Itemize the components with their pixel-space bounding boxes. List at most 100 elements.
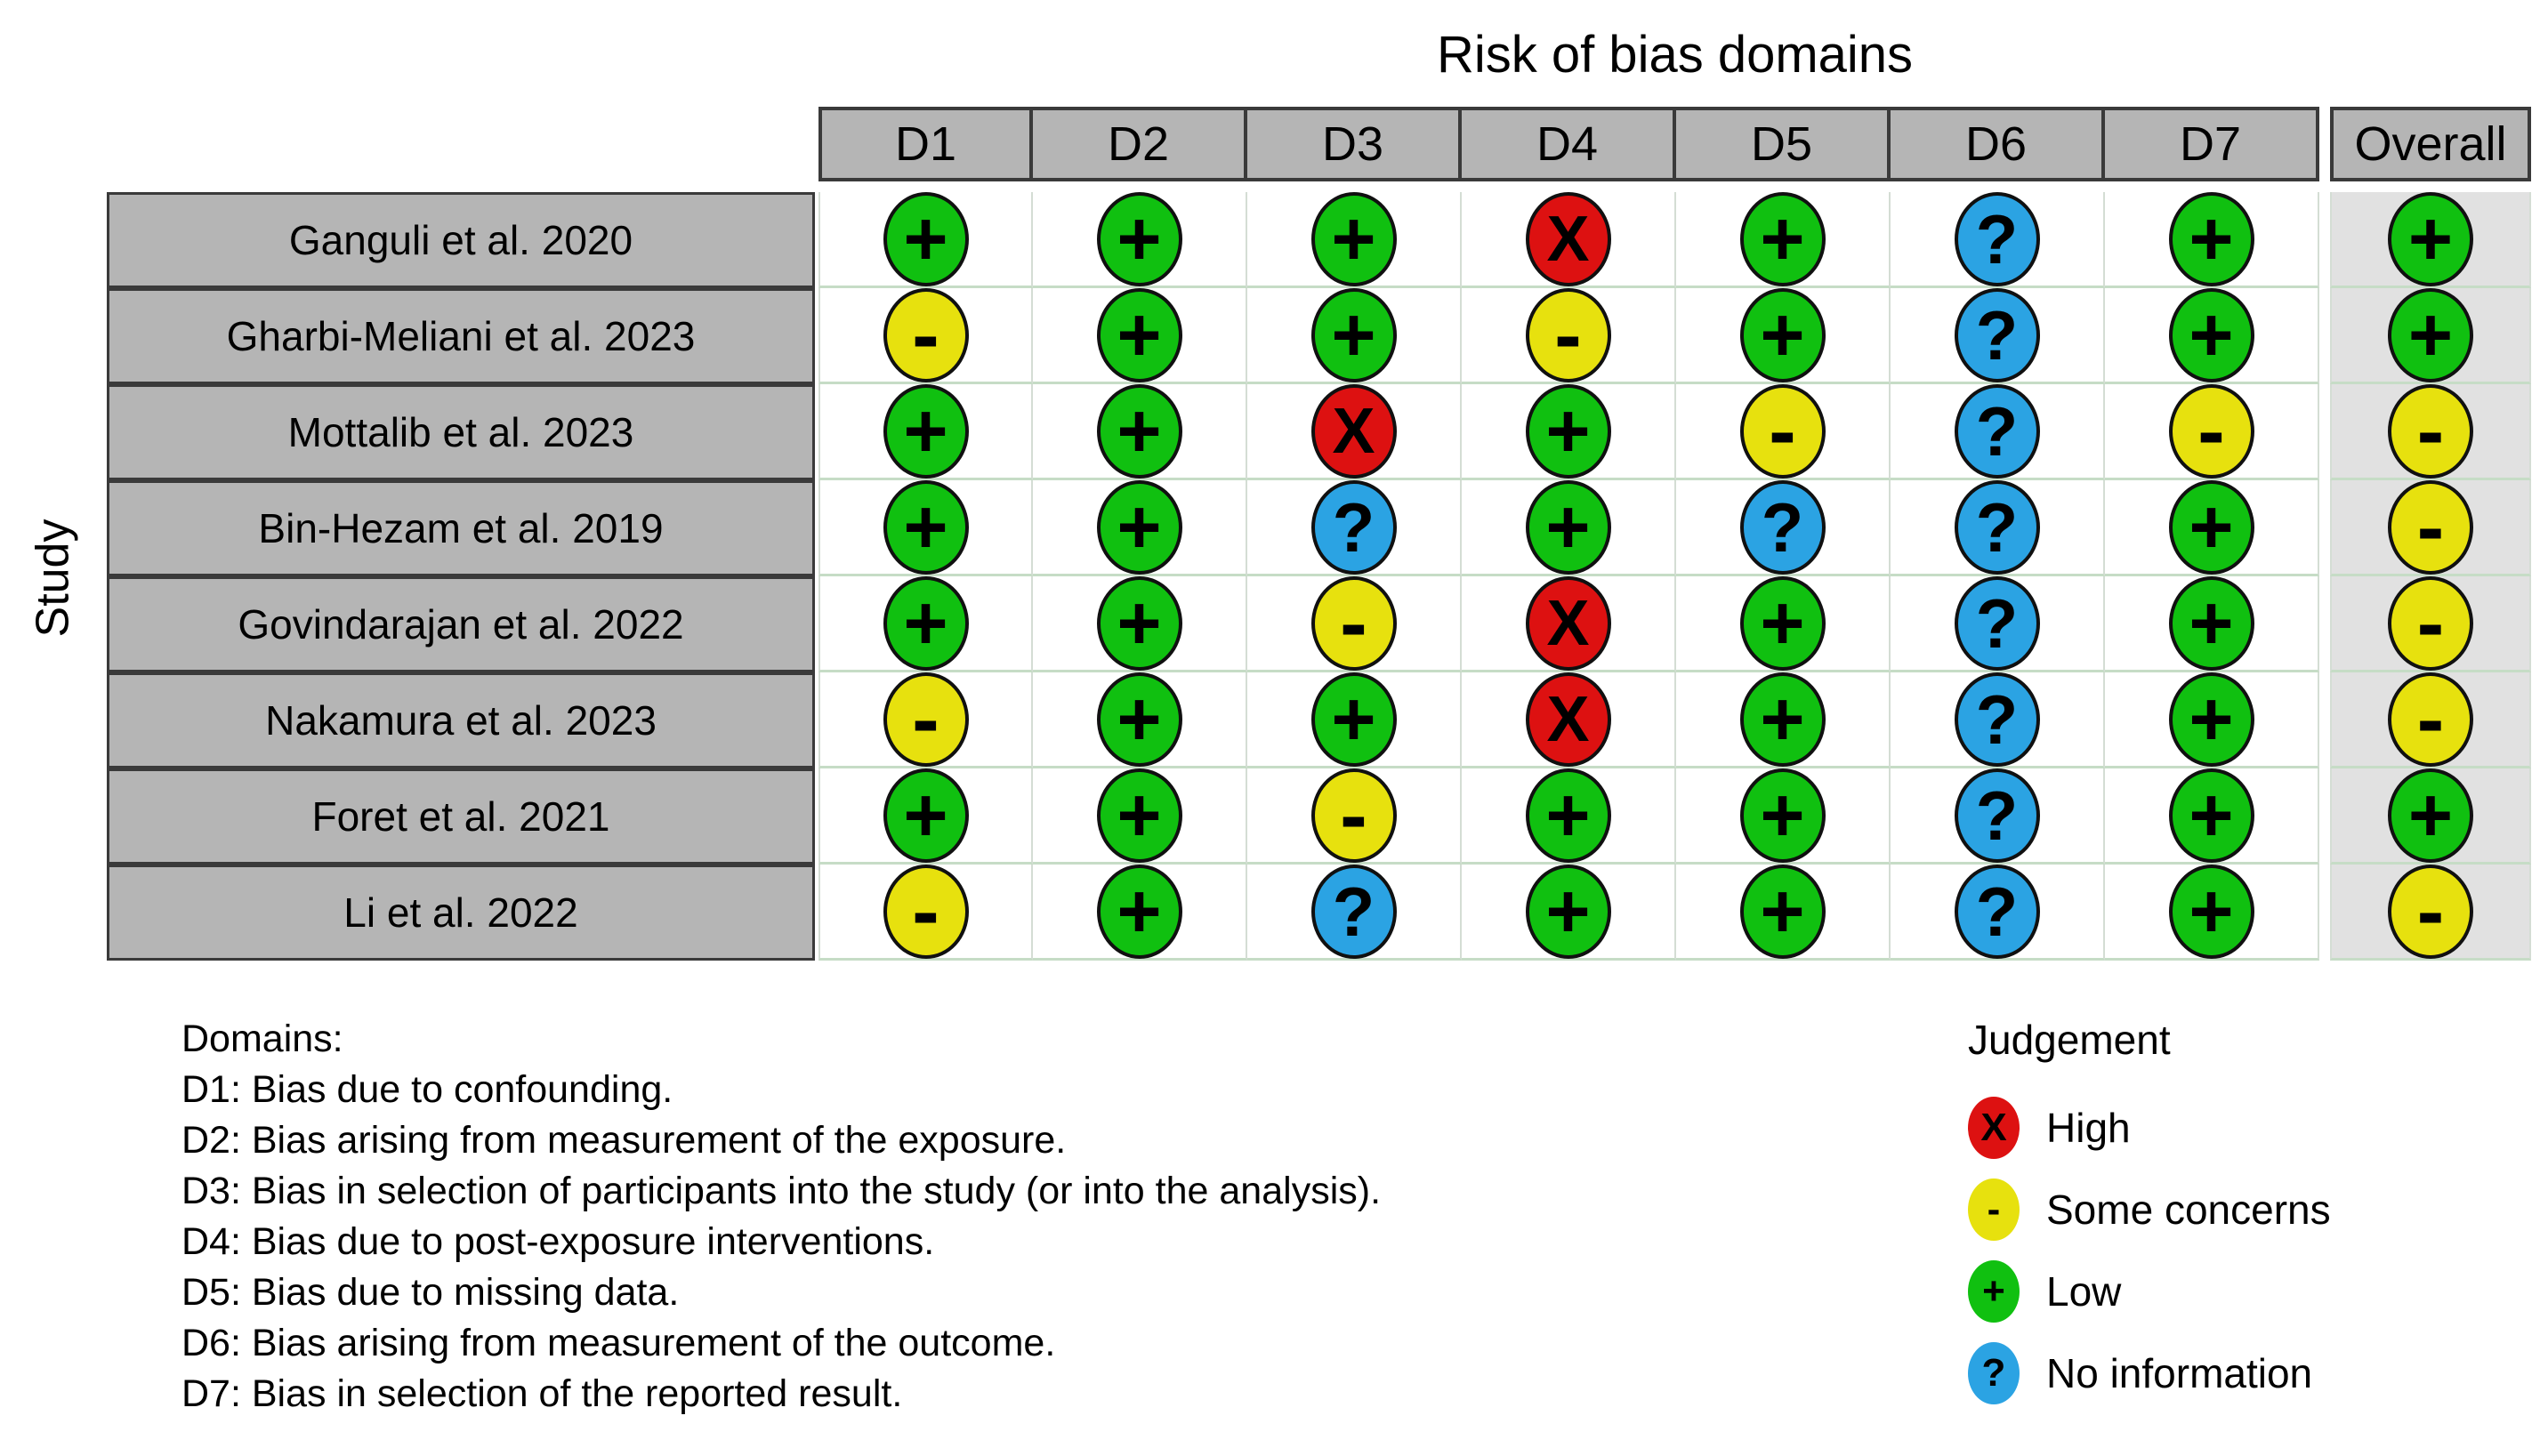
study-label: Mottalib et al. 2023	[107, 384, 815, 480]
judgement-cell: +	[2105, 575, 2319, 672]
judgement-circle-noinfo-icon: ?	[1954, 864, 2040, 959]
judgement-cell: +	[1676, 287, 1891, 384]
judgement-circle-low-icon: +	[1096, 864, 1182, 959]
y-axis-label: Study	[27, 519, 79, 638]
judgement-cell: ?	[1247, 864, 1462, 961]
domain-note-d6: D6: Bias arising from measurement of the…	[181, 1322, 1056, 1364]
judgement-cell: -	[2330, 672, 2531, 768]
judgement-circle-noinfo-icon: ?	[1954, 768, 2040, 863]
judgement-circle-low-icon: +	[1739, 672, 1826, 767]
judgement-cell: X	[1462, 575, 1676, 672]
column-header-d2: D2	[1033, 107, 1247, 181]
study-label: Govindarajan et al. 2022	[107, 576, 815, 672]
legend-heading: Judgement	[1968, 1017, 2171, 1063]
judgement-cell: +	[818, 383, 1033, 480]
judgement-circle-low-icon: +	[2388, 287, 2473, 382]
judgement-circle-low-icon: +	[1096, 191, 1182, 286]
judgement-cell: +	[2105, 864, 2319, 961]
judgement-circle-low-icon: +	[1525, 864, 1611, 959]
legend-item-high: X High	[1968, 1087, 2331, 1169]
judgement-cell: +	[1033, 383, 1247, 480]
judgement-cell: +	[818, 768, 1033, 865]
legend-item-no-information: ? No information	[1968, 1332, 2331, 1414]
judgement-cell: +	[1033, 479, 1247, 576]
judgement-circle-low-icon: +	[1525, 768, 1611, 863]
judgement-cell: +	[1247, 191, 1462, 288]
judgement-circle-some-icon: -	[883, 864, 969, 959]
judgement-circle-low-icon: +	[2168, 575, 2254, 671]
judgement-circle-some-icon: -	[1739, 383, 1826, 479]
judgement-circle-low-icon: +	[1739, 768, 1826, 863]
judgement-cell: ?	[1891, 672, 2105, 768]
judgement-cell: -	[2330, 479, 2531, 576]
judgement-cell: +	[1462, 864, 1676, 961]
judgement-circle-low-icon: +	[883, 768, 969, 863]
judgement-cell: +	[2330, 287, 2531, 384]
judgement-cell: +	[1676, 191, 1891, 288]
judgement-circle-low-icon: +	[883, 479, 969, 575]
study-label: Nakamura et al. 2023	[107, 672, 815, 768]
legend-item-low: + Low	[1968, 1251, 2331, 1332]
study-label: Foret et al. 2021	[107, 768, 815, 865]
judgement-cell: +	[2105, 479, 2319, 576]
judgement-circle-some-icon: -	[2388, 575, 2473, 671]
figure-title: Risk of bias domains	[1436, 26, 1914, 84]
risk-of-bias-table: D1 D2 D3 D4 D5 D6 D7 Overall Ganguli et …	[107, 107, 2531, 961]
judgement-cell: ?	[1891, 768, 2105, 865]
judgement-cell: +	[1462, 479, 1676, 576]
judgement-circle-some-icon: -	[2388, 383, 2473, 479]
judgement-circle-low-icon: +	[1096, 479, 1182, 575]
judgement-cell: +	[2105, 672, 2319, 768]
study-label: Gharbi-Meliani et al. 2023	[107, 288, 815, 384]
judgement-circle-low-icon: +	[1739, 864, 1826, 959]
judgement-circle-low-icon: +	[1096, 287, 1182, 382]
judgement-circle-noinfo-icon: ?	[1954, 287, 2040, 382]
judgement-cell: X	[1462, 191, 1676, 288]
domain-note-d5: D5: Bias due to missing data.	[181, 1271, 680, 1314]
judgement-cell: +	[2105, 768, 2319, 865]
legend-circle-low-icon: +	[1968, 1260, 2020, 1323]
judgement-cell: -	[2105, 383, 2319, 480]
domain-note-d7: D7: Bias in selection of the reported re…	[181, 1372, 903, 1415]
judgement-circle-some-icon: -	[883, 287, 969, 382]
judgement-cell: +	[1033, 191, 1247, 288]
legend-circle-some-concerns-icon: -	[1968, 1178, 2020, 1241]
study-label: Ganguli et al. 2020	[107, 192, 815, 288]
judgement-circle-high-icon: X	[1310, 383, 1397, 479]
legend-item-some-concerns: - Some concerns	[1968, 1169, 2331, 1251]
study-label: Li et al. 2022	[107, 865, 815, 961]
legend-label-no-information: No information	[2046, 1350, 2313, 1396]
judgement-cell: +	[1033, 864, 1247, 961]
judgement-circle-high-icon: X	[1525, 672, 1611, 767]
judgement-cell: ?	[1676, 479, 1891, 576]
y-axis-label-container: Study	[0, 192, 105, 964]
judgement-cell: +	[1462, 383, 1676, 480]
judgement-circle-noinfo-icon: ?	[1310, 479, 1397, 575]
judgement-cell: +	[2105, 191, 2319, 288]
judgement-circle-noinfo-icon: ?	[1954, 191, 2040, 286]
judgement-cell: +	[1676, 768, 1891, 865]
judgement-circle-low-icon: +	[1525, 383, 1611, 479]
judgement-circle-low-icon: +	[1739, 575, 1826, 671]
judgement-circle-low-icon: +	[1096, 575, 1182, 671]
judgement-cell: +	[2105, 287, 2319, 384]
judgement-circle-noinfo-icon: ?	[1954, 479, 2040, 575]
judgement-cell: -	[1247, 575, 1462, 672]
judgement-cell: +	[1033, 768, 1247, 865]
judgement-cell: +	[818, 191, 1033, 288]
judgement-circle-noinfo-icon: ?	[1739, 479, 1826, 575]
judgement-cell: +	[1676, 575, 1891, 672]
judgement-circle-noinfo-icon: ?	[1954, 575, 2040, 671]
judgement-circle-low-icon: +	[1310, 672, 1397, 767]
judgement-circle-high-icon: X	[1525, 575, 1611, 671]
judgement-cell: +	[1033, 287, 1247, 384]
judgement-circle-low-icon: +	[883, 383, 969, 479]
judgement-cell: X	[1247, 383, 1462, 480]
judgement-cell: ?	[1891, 479, 2105, 576]
legend-label-high: High	[2046, 1105, 2131, 1151]
judgement-circle-some-icon: -	[1310, 768, 1397, 863]
judgement-cell: -	[2330, 383, 2531, 480]
judgement-circle-noinfo-icon: ?	[1954, 383, 2040, 479]
judgement-circle-low-icon: +	[1096, 383, 1182, 479]
